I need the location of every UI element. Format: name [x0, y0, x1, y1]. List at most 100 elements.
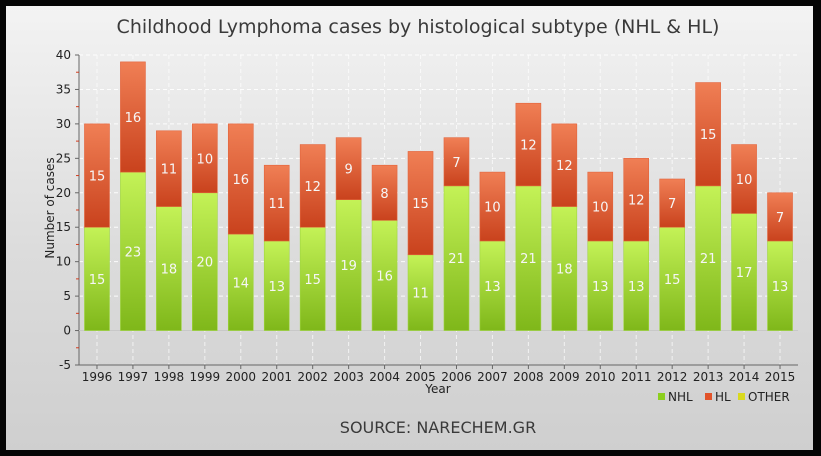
data-label-hl: 11: [268, 197, 285, 212]
data-label-nhl: 18: [161, 263, 178, 278]
data-label-hl: 12: [556, 159, 573, 174]
bar-hl-2002: [299, 144, 326, 228]
data-label-nhl: 13: [772, 280, 789, 295]
y-tick-label: 25: [56, 151, 71, 165]
data-label-hl: 7: [776, 211, 784, 226]
data-label-nhl: 21: [520, 252, 537, 267]
bar-nhl-2006: [443, 185, 470, 331]
data-label-nhl: 15: [664, 273, 681, 288]
data-label-hl: 12: [520, 139, 537, 154]
bar-hl-2001: [263, 164, 290, 242]
bar-hl-2007: [479, 171, 506, 242]
x-tick-label: 2008: [513, 370, 544, 384]
bar-hl-2006: [443, 137, 470, 187]
bar-hl-2013: [695, 82, 721, 187]
data-label-hl: 12: [304, 180, 321, 195]
x-tick-label: 2004: [369, 370, 400, 384]
bar-nhl-2011: [623, 240, 650, 331]
y-tick-label: 40: [56, 48, 71, 62]
x-tick-label: 2013: [693, 370, 724, 384]
data-label-nhl: 13: [484, 280, 501, 295]
x-tick-label: 2002: [297, 370, 328, 384]
data-label-nhl: 11: [412, 287, 429, 302]
x-tick-label: 2007: [477, 370, 508, 384]
bar-hl-2003: [335, 137, 362, 200]
data-label-hl: 8: [380, 187, 388, 202]
data-label-hl: 10: [736, 173, 753, 188]
axes: [75, 54, 798, 369]
x-tick-label: 1998: [154, 370, 185, 384]
y-tick-label: 0: [63, 324, 71, 338]
bar-hl-2009: [551, 123, 578, 207]
data-label-nhl: 15: [304, 273, 321, 288]
data-label-nhl: 23: [125, 245, 142, 260]
data-label-nhl: 14: [233, 276, 250, 291]
y-axis-label: Number of cases: [43, 157, 57, 258]
bar-hl-2010: [587, 171, 614, 242]
data-label-hl: 7: [452, 156, 460, 171]
legend-swatch-nhl: [658, 393, 665, 400]
data-label-nhl: 13: [268, 280, 285, 295]
bar-nhl-2010: [587, 240, 614, 331]
data-label-nhl: 21: [700, 252, 717, 267]
y-tick-label: 30: [56, 117, 71, 131]
data-label-hl: 16: [125, 111, 142, 126]
x-tick-label: 2006: [441, 370, 472, 384]
y-tick-label: 10: [56, 255, 71, 269]
y-tick-label: -5: [59, 358, 71, 372]
bar-nhl-2008: [515, 185, 542, 331]
bar-hl-2014: [731, 144, 757, 214]
bar-nhl-2013: [695, 185, 721, 331]
x-tick-label: 1997: [118, 370, 149, 384]
x-tick-label: 2012: [657, 370, 688, 384]
data-label-nhl: 16: [376, 269, 393, 284]
x-tick-label: 2010: [585, 370, 616, 384]
y-tick-label: 20: [56, 186, 71, 200]
legend-swatch-hl: [705, 393, 712, 400]
x-tick-label: 1999: [190, 370, 221, 384]
data-label-nhl: 19: [340, 259, 357, 274]
data-label-hl: 9: [344, 163, 352, 178]
bar-hl-2015: [767, 192, 793, 242]
legend: NHL HL OTHER: [658, 390, 790, 404]
bar-hl-1996: [84, 123, 110, 228]
bar-nhl-2002: [299, 226, 326, 331]
x-tick-label: 1996: [82, 370, 113, 384]
data-label-nhl: 18: [556, 263, 573, 278]
data-label-nhl: 17: [736, 266, 753, 281]
bar-hl-1999: [192, 123, 218, 194]
bars: 15 15 23 16 18 11 20 10 14 16 13 11 15 12 19 9 16 8 11 15 21…: [84, 61, 793, 331]
data-label-nhl: 21: [448, 252, 465, 267]
data-label-hl: 10: [592, 201, 609, 216]
x-tick-label: 2009: [549, 370, 580, 384]
bar-hl-1998: [156, 130, 182, 207]
data-label-hl: 16: [233, 173, 250, 188]
data-label-nhl: 15: [89, 273, 106, 288]
bar-hl-2011: [623, 158, 650, 242]
data-label-hl: 7: [668, 197, 676, 212]
x-tick-label: 2011: [621, 370, 652, 384]
bar-nhl-2015: [767, 240, 793, 331]
data-label-hl: 11: [161, 163, 178, 178]
legend-swatch-other: [738, 393, 745, 400]
data-label-hl: 15: [89, 170, 106, 185]
data-label-nhl: 20: [197, 256, 214, 271]
x-tick-label: 2001: [261, 370, 292, 384]
source-label: SOURCE: NARECHEM.GR: [340, 418, 536, 437]
bar-hl-2008: [515, 102, 542, 187]
x-tick-label: 2003: [333, 370, 364, 384]
legend-label-nhl: NHL: [668, 390, 693, 404]
bar-nhl-2012: [659, 226, 685, 331]
data-label-hl: 10: [197, 152, 214, 167]
data-label-hl: 15: [412, 197, 429, 212]
bar-nhl-2009: [551, 206, 578, 331]
x-tick-label: 2015: [765, 370, 796, 384]
bar-hl-1997: [120, 61, 146, 173]
bar-nhl-1998: [156, 206, 182, 331]
x-tick-label: 2005: [405, 370, 436, 384]
y-tick-label: 5: [63, 289, 71, 303]
bar-nhl-2014: [731, 213, 757, 331]
